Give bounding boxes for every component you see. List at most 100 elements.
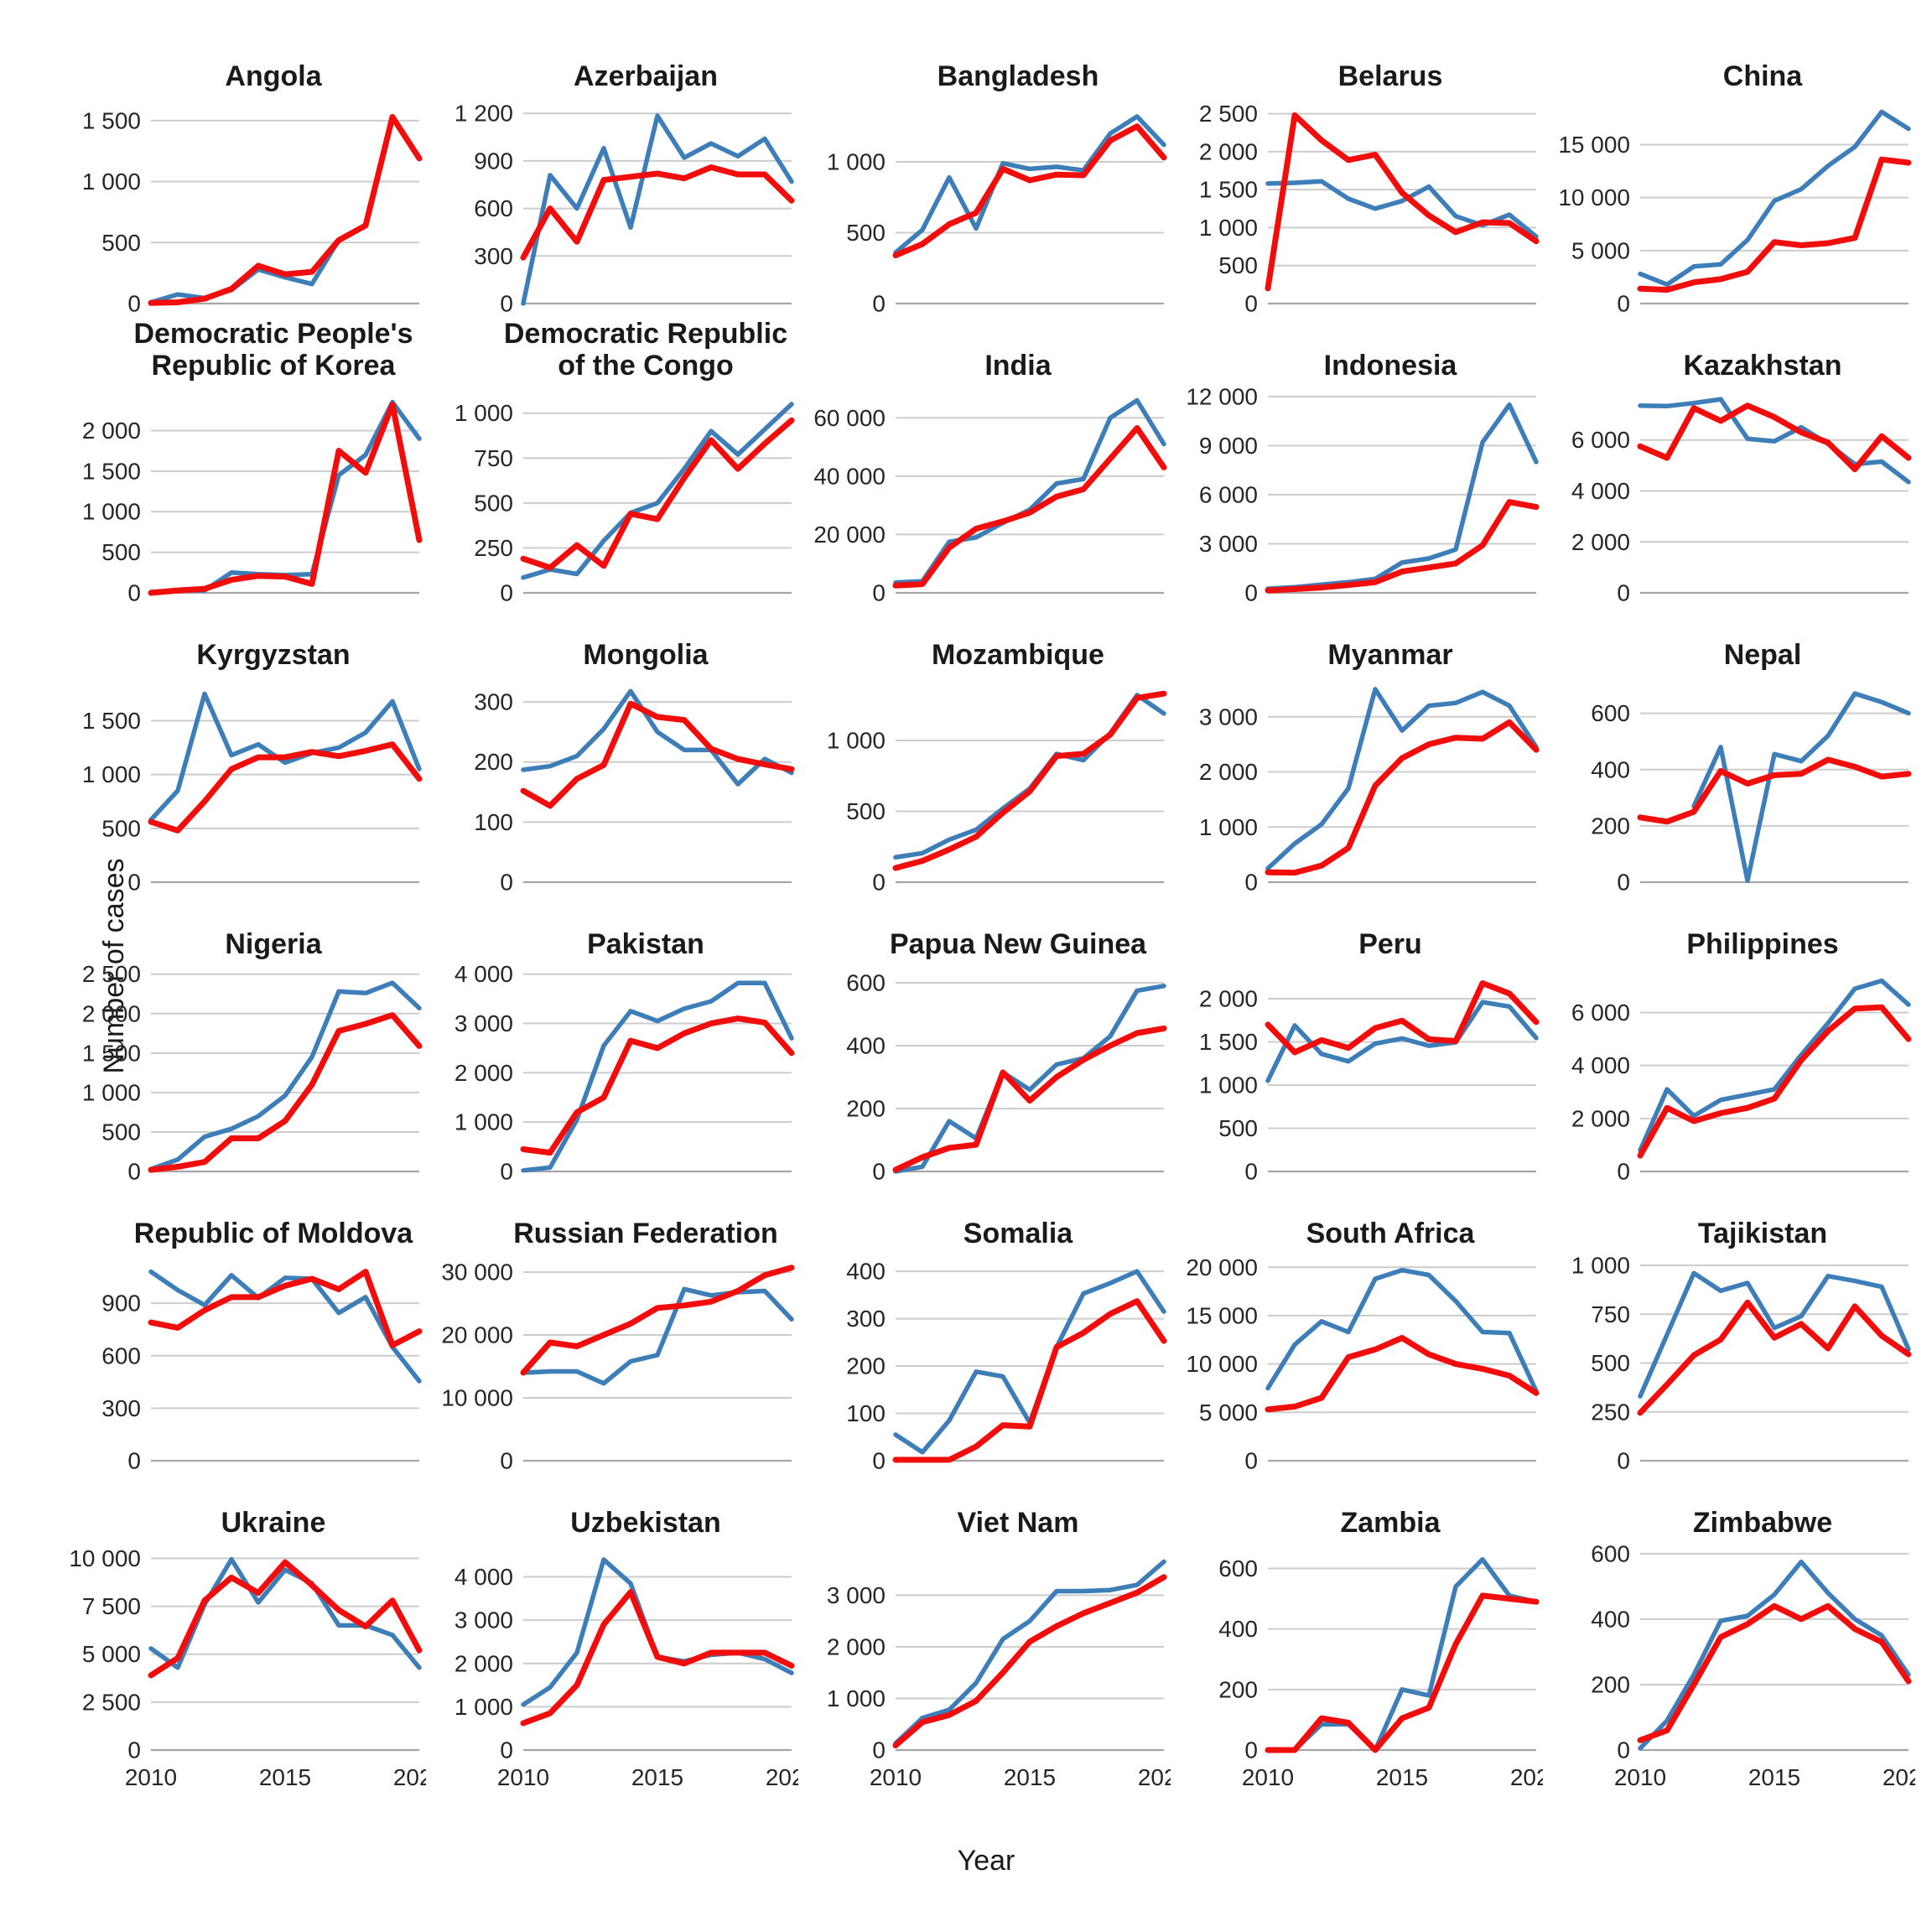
series-line-blue xyxy=(1265,1267,1539,1394)
plot-azerbaijan: 0 300 600 900 1 200 xyxy=(454,101,795,313)
panel-democratic-people-s-republic-of-korea: Democratic People's Republic of Korea 0 5… xyxy=(54,313,426,602)
panel-title: India xyxy=(984,349,1052,382)
y-tick-label: 2 000 xyxy=(454,1060,513,1086)
series-line-red xyxy=(148,1559,423,1679)
series-line-blue xyxy=(893,1559,1166,1746)
y-tick-label: 6 000 xyxy=(1199,481,1258,507)
x-tick-label: 2015 xyxy=(259,1764,311,1790)
y-tick-label: 5 000 xyxy=(1199,1400,1258,1426)
y-tick-label: 200 xyxy=(474,749,513,775)
series-line-red xyxy=(1265,980,1540,1056)
y-tick-label: 1 000 xyxy=(82,499,141,525)
series-line-blue xyxy=(1265,687,1539,871)
panel-pakistan: Pakistan 0 1 000 2 000 3 000 4 000 xyxy=(426,891,798,1181)
x-axis-title: Year xyxy=(957,1845,1015,1877)
panel-bangladesh: Bangladesh 0 500 1 000 xyxy=(798,23,1171,313)
panel-india: India 0 20 000 40 000 60 000 xyxy=(798,313,1171,602)
y-tick-label: 100 xyxy=(846,1400,886,1426)
y-tick-label: 1 000 xyxy=(454,400,513,426)
y-tick-label: 0 xyxy=(1617,1448,1630,1470)
y-tick-label: 1 500 xyxy=(82,1040,141,1066)
y-tick-label: 200 xyxy=(846,1353,886,1379)
y-tick-label: 1 000 xyxy=(1199,215,1258,241)
series-line-blue xyxy=(1265,402,1539,591)
x-tick-label: 2015 xyxy=(1376,1764,1428,1790)
y-tick-label: 40 000 xyxy=(813,463,886,489)
y-tick-label: 500 xyxy=(101,1119,141,1145)
y-tick-label: 750 xyxy=(474,445,513,471)
y-tick-label: 1 000 xyxy=(1199,814,1258,840)
panel-title: Azerbaijan xyxy=(574,60,718,92)
panel-myanmar: Myanmar 0 1 000 2 000 3 000 xyxy=(1171,602,1543,891)
y-tick-label: 500 xyxy=(1218,252,1258,278)
y-tick-label: 0 xyxy=(127,870,141,891)
panel-philippines: Philippines 0 2 000 4 000 6 000 xyxy=(1543,891,1915,1181)
plot-russian-federation: 0 10 000 20 000 30 000 xyxy=(441,1259,795,1470)
panel-democratic-republic-of-the-congo: Democratic Republic of the Congo 0 250 500… xyxy=(426,313,798,602)
panel-viet-nam: Viet Nam 0 1 000 2 000 3 000 2010 2015 2020 xyxy=(798,1470,1171,1795)
plot-mongolia: 0 100 200 300 xyxy=(474,688,795,891)
series-line-red xyxy=(1637,156,1912,293)
y-tick-label: 600 xyxy=(1591,1544,1630,1566)
plot-china: 0 5 000 10 000 15 000 xyxy=(1558,109,1912,313)
y-tick-label: 0 xyxy=(1617,291,1630,313)
panel-mongolia: Mongolia 0 100 200 300 xyxy=(426,602,798,891)
series-line-red xyxy=(892,1298,1167,1463)
y-tick-label: 0 xyxy=(1244,1737,1258,1763)
panel-title: Kazakhstan xyxy=(1683,349,1842,382)
y-tick-label: 500 xyxy=(474,490,513,516)
y-tick-label: 1 000 xyxy=(1199,1072,1258,1098)
series-line-red xyxy=(520,1015,795,1156)
panel-somalia: Somalia 0 100 200 300 400 xyxy=(798,1181,1171,1470)
panel-title: Bangladesh xyxy=(937,60,1099,92)
y-tick-label: 500 xyxy=(101,230,141,256)
panel-title: Peru xyxy=(1358,927,1422,960)
panel-nepal: Nepal 0 200 400 600 xyxy=(1543,602,1915,891)
y-tick-label: 300 xyxy=(474,689,513,715)
series-line-blue xyxy=(521,980,794,1173)
x-tick-label: 2010 xyxy=(497,1764,549,1790)
plot-kyrgyzstan: 0 500 1 000 1 500 xyxy=(82,691,423,891)
series-line-red xyxy=(1637,756,1912,825)
panel-title: Angola xyxy=(225,60,322,92)
y-tick-label: 2 000 xyxy=(1199,138,1258,164)
y-tick-label: 300 xyxy=(846,1306,886,1332)
y-tick-label: 600 xyxy=(101,1343,141,1368)
plot-uzbekistan: 0 1 000 2 000 3 000 4 000 2010 2015 2020 xyxy=(454,1557,798,1790)
plot-south-africa: 0 5 000 10 000 15 000 20 000 xyxy=(1186,1254,1540,1470)
y-tick-label: 0 xyxy=(1244,1448,1258,1470)
series-line-blue xyxy=(1638,109,1911,288)
y-tick-label: 0 xyxy=(127,1448,141,1470)
series-line-red xyxy=(1265,1335,1540,1413)
panel-title: Mongolia xyxy=(583,638,709,671)
panel-peru: Peru 0 500 1 000 1 500 2 000 xyxy=(1171,891,1543,1181)
series-line-red xyxy=(520,164,795,261)
plot-ukraine: 0 2 500 5 000 7 500 10 000 2010 2015 2020 xyxy=(69,1545,426,1790)
y-tick-label: 300 xyxy=(101,1395,141,1421)
plot-pakistan: 0 1 000 2 000 3 000 4 000 xyxy=(454,965,795,1181)
y-tick-label: 1 500 xyxy=(1199,177,1258,203)
y-tick-label: 0 xyxy=(127,1737,141,1763)
plot-somalia: 0 100 200 300 400 xyxy=(846,1259,1167,1470)
y-tick-label: 10 000 xyxy=(441,1385,513,1411)
y-tick-label: 2 500 xyxy=(1199,101,1258,127)
y-tick-label: 1 000 xyxy=(454,1109,513,1135)
panel-title: Somalia xyxy=(963,1217,1073,1249)
panel-title: Kyrgyzstan xyxy=(196,638,351,671)
panel-ukraine: Ukraine 0 2 500 5 000 7 500 10 000 2010 2015 20… xyxy=(54,1470,426,1795)
series-line-red xyxy=(148,741,423,834)
plot-mozambique: 0 500 1 000 xyxy=(827,690,1167,891)
y-tick-label: 500 xyxy=(101,815,141,841)
series-line-red xyxy=(1637,402,1912,473)
series-line-blue xyxy=(521,1286,794,1386)
y-tick-label: 0 xyxy=(500,870,513,891)
panel-title: South Africa xyxy=(1306,1217,1475,1249)
y-tick-label: 2 500 xyxy=(82,1689,141,1715)
plot-angola: 0 500 1 000 1 500 xyxy=(82,107,423,313)
y-tick-label: 1 500 xyxy=(1199,1029,1258,1055)
series-line-red xyxy=(1637,1004,1912,1159)
series-line-red xyxy=(1265,719,1540,876)
x-tick-label: 2010 xyxy=(1614,1764,1666,1790)
y-tick-label: 0 xyxy=(1617,1159,1630,1181)
series-line-red xyxy=(520,417,795,571)
